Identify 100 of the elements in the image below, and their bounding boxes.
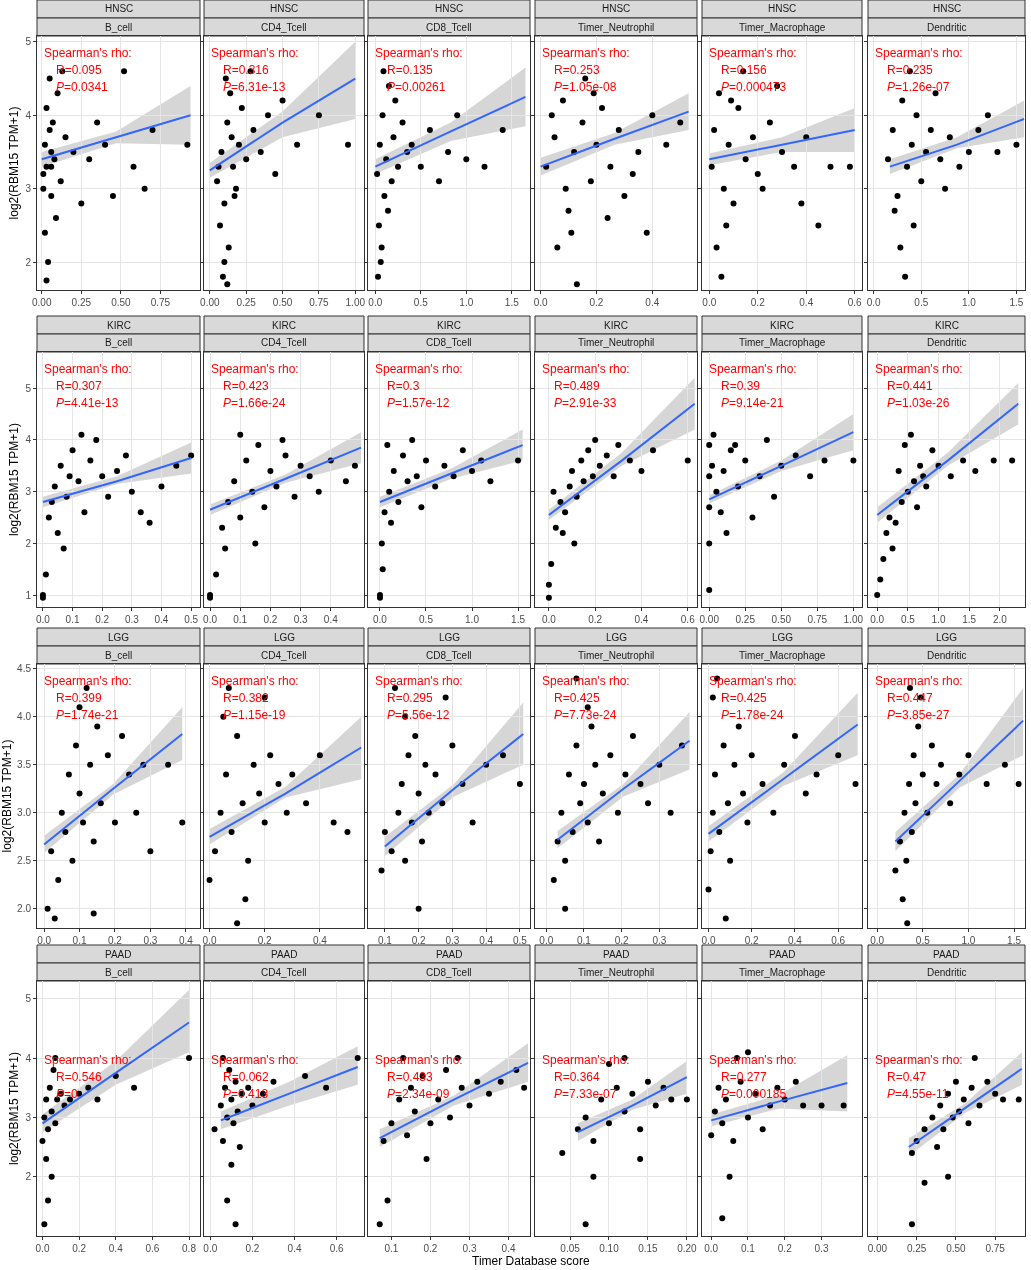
point [398, 781, 405, 787]
x-tick-label: 1.00 [345, 297, 366, 308]
point [239, 800, 246, 807]
point [43, 277, 50, 284]
point [933, 781, 940, 787]
annotation: Spearman's rho: [542, 362, 630, 376]
point [43, 1155, 50, 1162]
point [130, 163, 137, 170]
point [725, 141, 732, 148]
point [587, 178, 594, 185]
point [289, 771, 296, 778]
point [323, 1084, 330, 1091]
point [846, 163, 853, 170]
point [550, 488, 557, 495]
x-tick-label: 1.0 [459, 297, 474, 308]
point [946, 134, 953, 141]
x-tick-label: 0.2 [744, 935, 760, 946]
point [906, 781, 913, 787]
point [984, 112, 991, 119]
chart-subtitle: CD4_Tcell [261, 650, 307, 661]
chart-title: PAAD [271, 949, 298, 960]
annotation: Spearman's rho: [211, 1053, 299, 1067]
annotation: R=0.364 [554, 1070, 601, 1084]
point [937, 156, 944, 163]
point [224, 281, 231, 288]
point [852, 781, 859, 787]
point [724, 800, 731, 807]
point [990, 457, 997, 464]
point [270, 1078, 277, 1085]
point [404, 478, 411, 485]
point [402, 857, 409, 864]
point [243, 156, 250, 163]
point [515, 457, 522, 464]
point [749, 134, 756, 141]
point [306, 473, 313, 480]
y-tick-label: 5 [25, 993, 32, 1005]
point [44, 1197, 51, 1204]
point [184, 141, 191, 148]
point [46, 1084, 53, 1091]
point [1013, 141, 1020, 148]
point [418, 504, 425, 511]
point [897, 244, 904, 251]
point [109, 193, 116, 200]
point [217, 809, 224, 816]
x-tick-label: 0.5 [413, 297, 429, 308]
point [386, 488, 393, 495]
point [892, 867, 899, 874]
x-tick-label: 0.75 [985, 1243, 1006, 1254]
point [62, 134, 69, 141]
annotation: P=4.55e-11 [887, 1087, 949, 1101]
annotation: P=2.34e-09 [387, 1087, 450, 1101]
point [423, 1155, 430, 1162]
point [545, 581, 552, 588]
annotation: P=7.33e-07 [554, 1087, 617, 1101]
x-tick-label: 0.75 [150, 297, 171, 308]
chart-title: HNSC [768, 3, 797, 14]
point [827, 163, 834, 170]
point [469, 467, 476, 474]
annotation: Spearman's rho: [375, 46, 463, 60]
annotation: P=4.41e-13 [56, 396, 119, 410]
x-tick-label: 0.0 [203, 614, 218, 625]
point [255, 442, 262, 449]
point [566, 483, 573, 490]
y-tick-label: 3.5 [17, 759, 32, 771]
x-tick-label: 0.25 [906, 1243, 927, 1254]
chart-subtitle: Dendritic [927, 650, 967, 661]
chart-title: KIRC [935, 320, 959, 331]
point [233, 185, 239, 192]
point [605, 1120, 612, 1127]
y-tick-label: 4.5 [17, 663, 32, 675]
annotation: P=3.85e-27 [887, 708, 950, 722]
point [316, 752, 323, 759]
point [497, 1078, 504, 1085]
annotation: Spearman's rho: [211, 674, 299, 688]
annotation: P=7.73e-24 [554, 708, 617, 722]
point [770, 809, 777, 816]
point [378, 244, 385, 251]
point [562, 905, 569, 912]
point [147, 848, 154, 855]
x-tick-label: 0.3 [652, 935, 667, 946]
point [883, 530, 890, 537]
x-tick-label: 0.4 [154, 614, 169, 625]
point [590, 1138, 597, 1145]
point [78, 200, 85, 207]
point [956, 771, 963, 778]
point [610, 473, 617, 480]
point [554, 244, 561, 251]
point [450, 473, 457, 480]
point [232, 1221, 239, 1228]
point [901, 809, 908, 816]
point [1015, 781, 1022, 787]
point [792, 1078, 799, 1085]
point [224, 1197, 231, 1204]
point [919, 771, 926, 778]
annotation: R=0.423 [223, 379, 270, 393]
point [629, 733, 636, 739]
point [90, 838, 97, 845]
y-tick-label: 4.0 [17, 711, 32, 723]
y-tick-label: 4 [25, 109, 32, 121]
point [499, 126, 506, 133]
